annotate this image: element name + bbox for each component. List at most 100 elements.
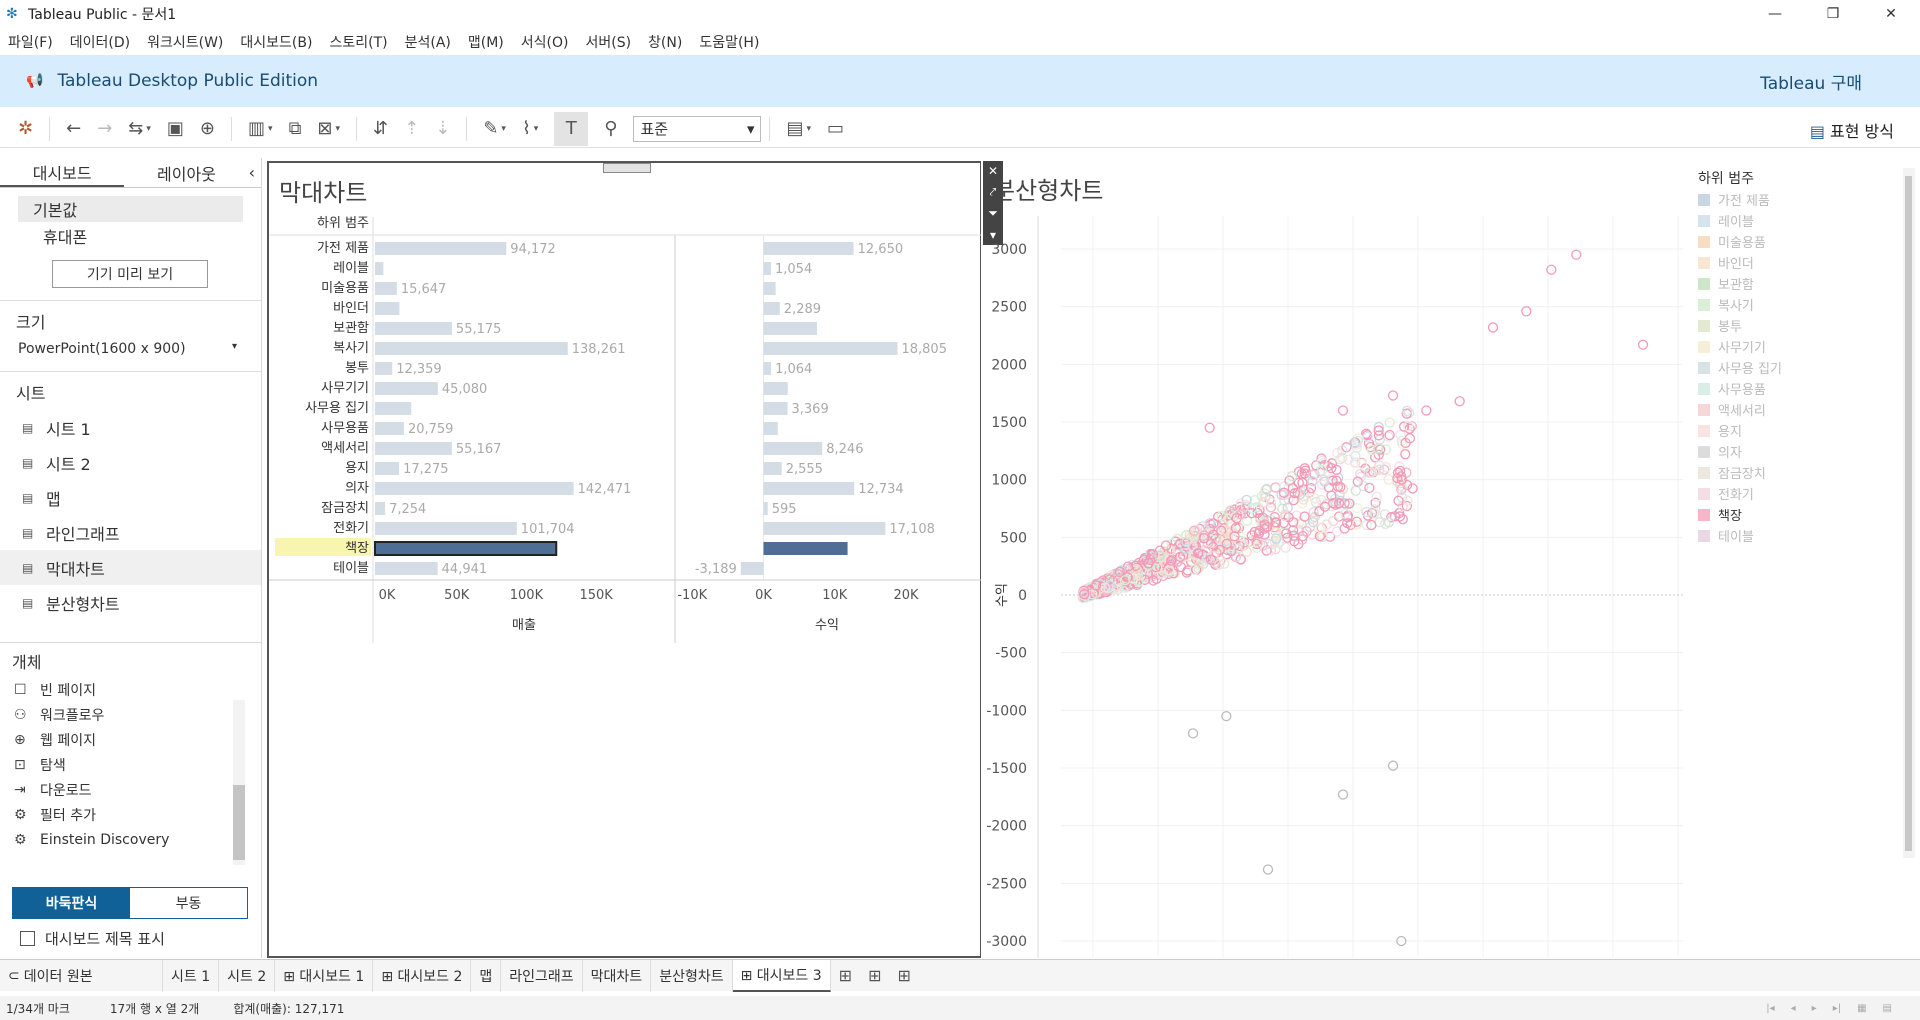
prev-page-icon[interactable]: ◂ [1790, 1002, 1796, 1014]
tab-map[interactable]: 맵 [471, 959, 502, 992]
menu-analysis[interactable]: 분석(A) [404, 35, 451, 51]
menu-file[interactable]: 파일(F) [8, 35, 53, 51]
replace-data-icon[interactable]: ⇆ ▾ [128, 118, 151, 139]
tab-dashboard-2[interactable]: ⊞ 대시보드 2 [373, 959, 472, 992]
sort-ascending-icon[interactable]: ⇡ [404, 118, 420, 139]
new-story-icon[interactable]: ⊞ [897, 966, 911, 985]
sheet-item-line[interactable]: ▤ 라인그래프 [0, 515, 261, 550]
menu-help[interactable]: 도움말(H) [699, 35, 760, 51]
sort-descending-icon[interactable]: ⇣ [435, 118, 451, 139]
maximize-button[interactable]: ❐ [1826, 6, 1840, 22]
next-page-icon[interactable]: ▸ [1811, 1002, 1817, 1014]
object-navigation[interactable]: ⊡ 탐색 [0, 752, 261, 777]
new-dashboard-icon[interactable]: ⊞ [868, 966, 882, 985]
dashboard-scrollbar[interactable] [1903, 168, 1915, 858]
legend-item[interactable]: 레이블 [1698, 210, 1782, 231]
legend-item[interactable]: 용지 [1698, 420, 1782, 441]
undo-icon[interactable]: ← [66, 118, 82, 139]
use-as-filter-icon[interactable]: ⏷ [988, 206, 998, 221]
tab-dashboard-1[interactable]: ⊞ 대시보드 1 [275, 959, 374, 992]
tab-sheet-2[interactable]: 시트 2 [219, 959, 276, 992]
tab-scatter-chart[interactable]: 분산형차트 [651, 959, 733, 992]
tiled-button[interactable]: 바둑판식 [13, 888, 130, 918]
buy-tableau-link[interactable]: Tableau 구매 [1760, 73, 1862, 94]
sheet-item-1[interactable]: ▤ 시트 1 [0, 410, 261, 445]
minimize-button[interactable]: — [1768, 6, 1782, 22]
objects-scroll-thumb[interactable] [233, 785, 245, 860]
tab-layout[interactable]: 레이아웃 [157, 164, 216, 184]
legend-item[interactable]: 가전 제품 [1698, 189, 1782, 210]
menu-window[interactable]: 창(N) [648, 35, 683, 51]
new-worksheet-icon[interactable]: ⊞ [838, 966, 853, 985]
close-button[interactable]: ✕ [1885, 6, 1897, 22]
floating-button[interactable]: 부동 [175, 896, 202, 912]
new-sheet-icon[interactable]: ▥ ▾ [248, 118, 273, 139]
menu-server[interactable]: 서버(S) [585, 35, 632, 51]
legend-item[interactable]: 사무기기 [1698, 336, 1782, 357]
menu-format[interactable]: 서식(O) [520, 35, 569, 51]
tab-bar-chart[interactable]: 막대차트 [583, 959, 652, 992]
legend-item[interactable]: 복사기 [1698, 294, 1782, 315]
new-data-source-icon[interactable]: ⊕ [199, 118, 216, 139]
object-add-filter[interactable]: ⚙ 필터 추가 [0, 802, 261, 827]
show-dashboard-title[interactable]: 대시보드 제목 표시 [20, 928, 165, 949]
legend-item[interactable]: 전화기 [1698, 483, 1782, 504]
grid-view-icon[interactable]: ▦ [1857, 1002, 1867, 1014]
legend-item[interactable]: 책장 [1698, 504, 1782, 525]
fit-select[interactable]: 표준 ▾ [633, 115, 762, 142]
tab-line-graph[interactable]: 라인그래프 [501, 959, 583, 992]
object-web-page[interactable]: ⊕ 웹 페이지 [0, 727, 261, 752]
legend-item[interactable]: 보관함 [1698, 273, 1782, 294]
collapse-sidebar-button[interactable]: ‹ [248, 163, 255, 182]
size-select[interactable]: PowerPoint(1600 x 900) ▾ [18, 341, 237, 357]
sheet-item-2[interactable]: ▤ 시트 2 [0, 445, 261, 480]
clear-sheet-icon[interactable]: ⊠ ▾ [317, 118, 341, 139]
tab-sheet-1[interactable]: 시트 1 [163, 959, 220, 992]
sheet-item-bar[interactable]: ▤ 막대차트 [0, 550, 261, 585]
legend-item[interactable]: 테이블 [1698, 525, 1782, 546]
device-preview-button[interactable]: 기기 미리 보기 [52, 260, 208, 288]
show-cards-icon[interactable]: ▤ ▾ [786, 118, 812, 139]
bar-chart-panel[interactable]: 막대차트 하위 범주 가전 제품 94,172 12,650 레이블 1,054 미술용품 1… [267, 161, 981, 958]
scatter-chart-panel[interactable]: 분산형차트 3000 2500 2000 1500 1000 500 0 -500 -1000 -… [983, 161, 1697, 958]
drag-handle[interactable] [603, 163, 651, 173]
group-icon[interactable]: ⌇ ▾ [521, 118, 539, 139]
object-workflow[interactable]: ⚇ 워크플로우 [0, 702, 261, 727]
object-download[interactable]: ⇥ 다운로드 [0, 777, 261, 802]
go-to-sheet-icon[interactable]: ⤤ [989, 184, 997, 199]
save-icon[interactable]: ▣ [166, 118, 184, 139]
legend-item[interactable]: 의자 [1698, 441, 1782, 462]
menu-worksheet[interactable]: 워크시트(W) [147, 35, 224, 51]
tab-dashboard-3[interactable]: ⊞ 대시보드 3 [732, 959, 831, 992]
list-view-icon[interactable]: ▤ [1882, 1002, 1892, 1014]
tab-data-source[interactable]: ⊂ 데이터 원본 [0, 959, 163, 992]
more-options-icon[interactable]: ▾ [989, 227, 997, 242]
legend-item[interactable]: 사무용품 [1698, 378, 1782, 399]
objects-scrollbar[interactable] [233, 700, 245, 865]
menu-map[interactable]: 맵(M) [467, 35, 504, 51]
sheet-item-scatter[interactable]: ▤ 분산형차트 [0, 585, 261, 620]
legend-item[interactable]: 잠금장치 [1698, 462, 1782, 483]
legend-item[interactable]: 봉투 [1698, 315, 1782, 336]
first-page-icon[interactable]: |◂ [1766, 1002, 1775, 1014]
legend-item[interactable]: 액세서리 [1698, 399, 1782, 420]
dashboard-scroll-thumb[interactable] [1905, 176, 1912, 851]
legend-item[interactable]: 바인더 [1698, 252, 1782, 273]
menu-dashboard[interactable]: 대시보드(B) [240, 35, 313, 51]
object-einstein[interactable]: ⚙ Einstein Discovery [0, 827, 261, 852]
menu-data[interactable]: 데이터(D) [69, 35, 131, 51]
swap-icon[interactable]: ⇵ [373, 118, 389, 139]
show-labels-icon[interactable]: T [554, 111, 589, 146]
device-phone[interactable]: 휴대폰 [43, 228, 88, 247]
menu-story[interactable]: 스토리(T) [329, 35, 388, 51]
presentation-mode-icon[interactable]: ▭ [827, 118, 845, 139]
remove-tile-icon[interactable]: ✕ [987, 164, 999, 179]
sheet-item-map[interactable]: ▤ 맵 [0, 480, 261, 515]
last-page-icon[interactable]: ▸| [1832, 1002, 1842, 1014]
show-me-button[interactable]: ▤ 표현 방식 [1810, 118, 1894, 142]
show-title-checkbox[interactable] [20, 931, 35, 946]
tableau-home-icon[interactable]: ✲ [18, 118, 34, 139]
legend-item[interactable]: 미술용품 [1698, 231, 1782, 252]
highlight-icon[interactable]: ✎ ▾ [483, 118, 506, 139]
redo-icon[interactable]: → [97, 118, 113, 139]
